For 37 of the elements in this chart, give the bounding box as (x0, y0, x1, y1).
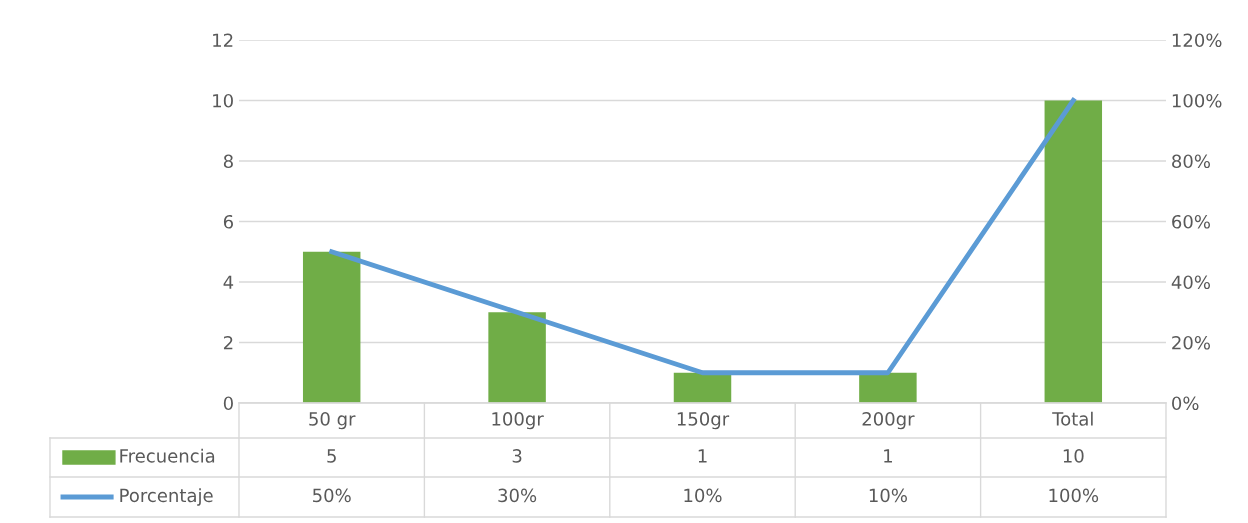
y-tick-label: 10 (213, 93, 233, 108)
x-tick-label: 50 gr (309, 412, 356, 430)
bar (859, 372, 917, 403)
bar (1044, 100, 1103, 403)
legend-label: Porcentaje (120, 488, 213, 506)
y2-tick-label: 80% (1172, 154, 1210, 169)
data-label: 30% (498, 488, 537, 503)
y-tick-label: 6 (223, 214, 233, 229)
y2-tick-label: 20% (1172, 335, 1210, 350)
y-tick-label: 4 (223, 275, 234, 289)
data-label: 3 (512, 449, 522, 463)
bar (302, 251, 361, 403)
data-label: 50% (313, 488, 351, 503)
x-tick-label: 100gr (492, 412, 544, 430)
legend-label: Frecuencia (120, 448, 215, 463)
y2-tick-label: 0% (1172, 396, 1199, 411)
y-tick-label: 0 (223, 396, 233, 411)
x-tick-label: 200gr (862, 412, 915, 430)
data-label: 1 (698, 449, 707, 463)
data-label: 10% (869, 488, 907, 503)
data-label: 100% (1049, 488, 1099, 503)
x-tick-label: 150gr (677, 412, 730, 430)
bar (673, 372, 732, 403)
y-tick-label: 2 (223, 335, 233, 350)
line-series (329, 98, 1076, 376)
data-label: 10 (1063, 449, 1084, 463)
y2-tick-label: 120% (1172, 33, 1222, 48)
x-tick-label: Total (1052, 411, 1093, 426)
y2-tick-label: 60% (1172, 214, 1210, 229)
data-label: 10% (684, 488, 722, 503)
y2-tick-label: 40% (1171, 275, 1210, 290)
y-tick-label: 12 (213, 33, 233, 47)
data-label: 5 (327, 449, 336, 463)
bar (488, 312, 546, 403)
y2-tick-label: 100% (1172, 93, 1222, 108)
data-label: 1 (884, 449, 892, 463)
y-tick-label: 8 (223, 154, 233, 169)
